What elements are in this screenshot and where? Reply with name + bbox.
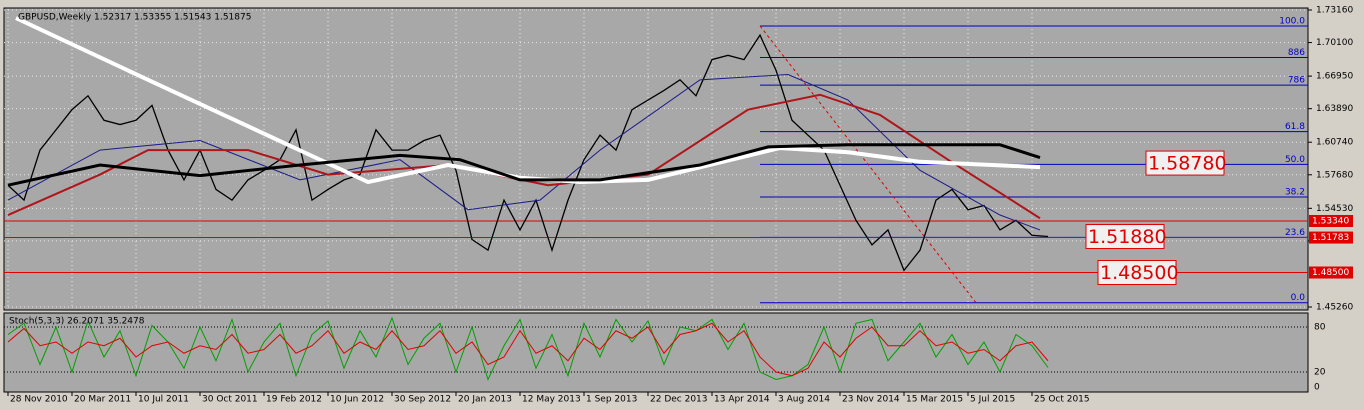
series-line [7,143,1041,187]
trendline [759,25,977,304]
series-line [7,322,1049,377]
x-tick-label: 15 Mar 2015 [906,395,963,405]
y-tick-label: 1.63890 [1316,104,1353,114]
fib-label: 61.8 [1285,122,1305,132]
x-tick-label: 19 Feb 2012 [266,395,322,405]
x-tick-label: 30 Sep 2012 [394,395,451,405]
x-tick-label: 20 Mar 2011 [74,395,131,405]
y-tick-label: 1.73160 [1316,6,1353,16]
annotation-box [1145,150,1225,176]
annotation-box [1085,224,1165,250]
plot-layer: 28 Nov 2010 20 Mar 2011 10 Jul 2011 30 Oct … [4,6,1353,405]
chart-header: GBPUSD,Weekly 1.52317 1.53355 1.51543 1.… [18,13,251,23]
x-tick-label: 10 Jul 2011 [138,395,189,405]
x-tick-label: 12 May 2013 [522,395,581,405]
y-tick-label: 1.70100 [1316,38,1353,48]
fib-label: 0.0 [1291,293,1306,303]
fib-label: 23.6 [1285,228,1305,238]
level-box [1309,231,1353,244]
series-line [7,316,1049,381]
x-tick-label: 23 Nov 2014 [842,395,900,405]
stoch-panel [3,312,1309,393]
annotation: 1.58780 [1148,153,1227,175]
level-label: 1.53340 [1312,216,1349,226]
level-label: 1.48500 [1312,268,1349,278]
level-box [1309,266,1353,279]
x-tick-label: 22 Dec 2013 [650,395,708,405]
y-tick-label: 0 [1314,383,1320,393]
x-tick-label: 30 Oct 2011 [202,395,258,405]
y-tick-label: 1.54530 [1316,204,1353,214]
x-tick-label: 28 Nov 2010 [10,395,68,405]
x-tick-label: 3 Aug 2014 [778,395,830,405]
level-label: 1.51783 [1312,233,1349,243]
y-tick-label: 1.66950 [1316,72,1353,82]
x-tick-label: 20 Jan 2013 [458,395,512,405]
x-tick-label: 25 Oct 2015 [1034,395,1090,405]
y-tick-label: 1.60740 [1316,138,1353,148]
y-tick-label: 1.45260 [1316,303,1353,313]
annotation-box [1097,260,1177,286]
series-line [7,93,1041,220]
annotation: 1.48500 [1100,262,1179,284]
fib-label: 786 [1288,76,1305,86]
x-tick-label: 1 Sep 2013 [586,395,637,405]
x-tick-label: 10 Jun 2012 [330,395,384,405]
fib-label: 886 [1288,48,1305,58]
fib-label: 38.2 [1285,188,1305,198]
x-tick-label: 5 Jul 2015 [970,395,1015,405]
level-box [1309,214,1353,227]
annotation: 1.51880 [1088,226,1167,248]
y-tick-label: 20 [1314,368,1326,378]
y-tick-label: 80 [1314,323,1326,333]
main-panel [3,7,1309,311]
x-tick-label: 13 Apr 2014 [714,395,770,405]
fib-label: 100.0 [1279,16,1305,26]
stoch-title: Stoch(5,3,3) 26.2071 35.2478 [9,317,145,327]
y-tick-label: 1.57680 [1316,170,1353,180]
fib-label: 50.0 [1285,155,1305,165]
